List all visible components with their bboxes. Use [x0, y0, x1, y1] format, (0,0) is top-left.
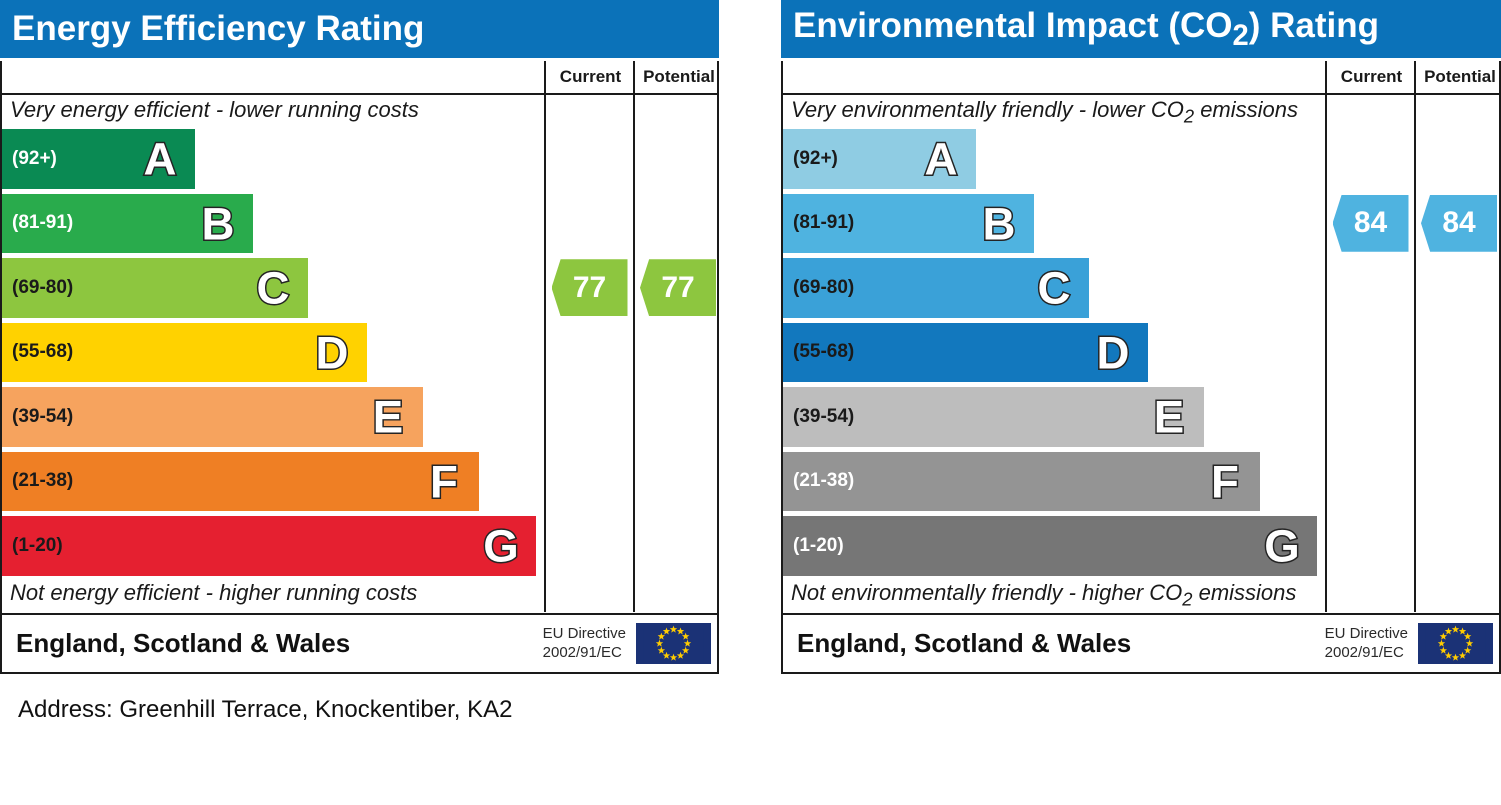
svg-text:B: B	[982, 198, 1015, 249]
svg-text:D: D	[316, 327, 349, 378]
svg-text:C: C	[257, 263, 290, 314]
svg-text:B: B	[201, 198, 234, 249]
svg-text:A: A	[143, 134, 176, 185]
svg-text:D: D	[1097, 327, 1130, 378]
svg-text:C: C	[1038, 263, 1071, 314]
svg-text:E: E	[1154, 392, 1184, 443]
svg-text:F: F	[430, 456, 458, 507]
svg-text:A: A	[924, 134, 957, 185]
svg-text:G: G	[483, 521, 518, 572]
svg-text:E: E	[373, 392, 403, 443]
svg-text:F: F	[1211, 456, 1239, 507]
svg-text:G: G	[1264, 521, 1299, 572]
